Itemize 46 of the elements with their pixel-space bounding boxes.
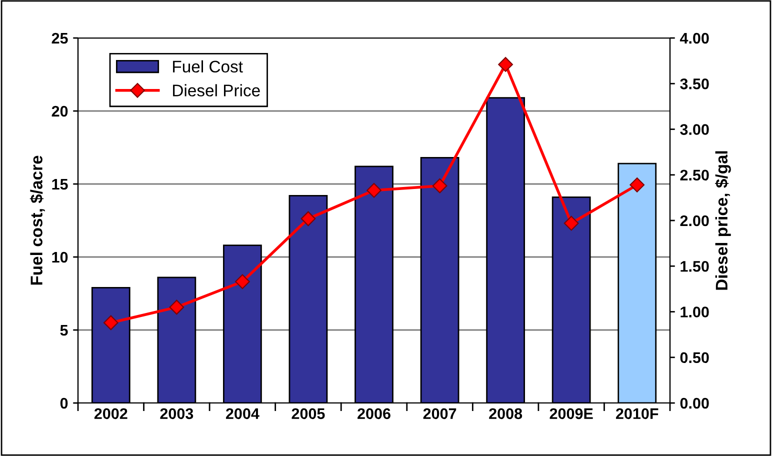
x-tick-label: 2007: [423, 408, 456, 420]
bar: [354, 166, 394, 403]
x-tick-label: 2003: [160, 408, 194, 420]
y2-tick-label: 4.00: [680, 32, 709, 44]
x-tick-label: 2004: [226, 408, 260, 420]
legend-label: Fuel Cost: [173, 60, 243, 73]
y2-tick-label: 1.00: [680, 306, 709, 318]
x-tick-label: 2002: [94, 408, 128, 420]
y2-tick-label: 3.00: [680, 124, 709, 135]
bar: [288, 194, 328, 403]
x-tick-label: 2009E: [550, 408, 593, 420]
x-tick-label: 2006: [358, 408, 390, 420]
y2-tick-label: 1.50: [680, 260, 709, 272]
point: [564, 216, 579, 231]
y-tick-label: 0: [60, 398, 68, 409]
point: [432, 178, 448, 194]
point: [630, 177, 645, 192]
point: [498, 57, 513, 72]
bar: [91, 286, 130, 403]
y-tick-label: 10: [52, 252, 68, 263]
x-tick-label: 2010F: [616, 408, 658, 420]
bar: [486, 97, 525, 403]
y2-tick-label: 3.50: [680, 78, 709, 90]
y-tick-label: 15: [52, 179, 68, 190]
point: [366, 182, 382, 198]
y-tick-label: 20: [52, 106, 68, 117]
y2-tick-label: 2.50: [680, 170, 709, 181]
bar: [618, 162, 657, 403]
point: [300, 211, 316, 226]
y-tick-label: 25: [52, 32, 68, 44]
x-tick-label: 2005: [292, 408, 325, 420]
bar: [552, 196, 591, 403]
y2-tick-label: 2.00: [680, 215, 709, 226]
bar: [157, 276, 196, 403]
y2-tick-label: 0.00: [680, 398, 709, 409]
legend-label: Diesel Price: [173, 84, 260, 96]
y2-axis-title: Diesel price, $/gal: [715, 151, 731, 290]
y-tick-label: 5: [60, 325, 68, 336]
y2-tick-label: 0.50: [680, 352, 709, 364]
x-tick-label: 2008: [489, 408, 522, 420]
bar: [223, 244, 262, 403]
bar: [420, 157, 460, 403]
point: [169, 300, 184, 315]
point: [235, 274, 250, 290]
y-axis-title: Fuel cost, $/acre: [30, 156, 45, 285]
point: [103, 315, 118, 330]
